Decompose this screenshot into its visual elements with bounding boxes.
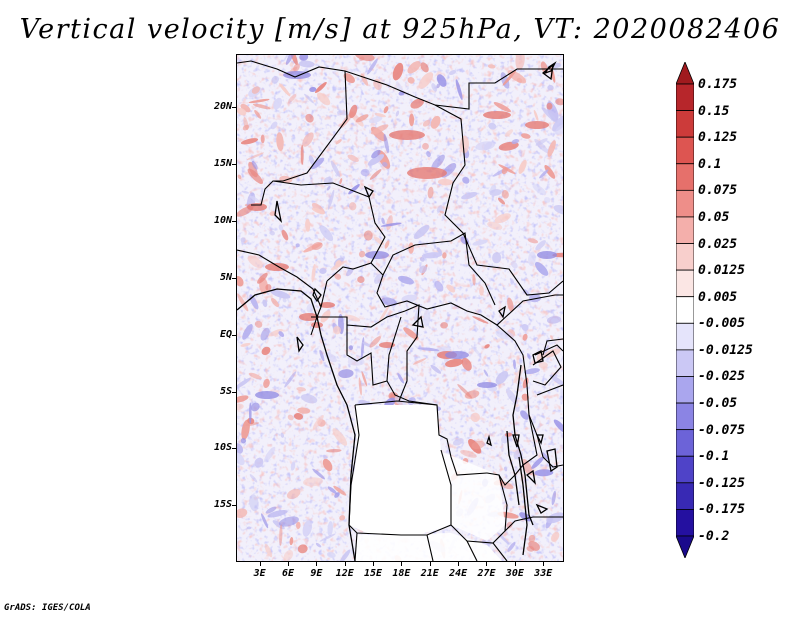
country-borders	[237, 60, 563, 561]
lon-tick-mark	[458, 562, 459, 566]
lon-tick-mark	[430, 562, 431, 566]
lat-tick-mark	[232, 278, 236, 279]
colorbar-label: -0.125	[698, 475, 745, 491]
lat-tick-label: 10N	[213, 215, 232, 227]
colorbar-label: -0.0125	[698, 342, 753, 358]
map-panel	[236, 54, 564, 562]
lat-tick-mark	[232, 335, 236, 336]
colorbar-label: -0.1	[698, 449, 730, 465]
colorbar-label: 0.025	[698, 236, 738, 252]
lon-tick-label: 27E	[477, 568, 496, 579]
colorbar-cell	[676, 216, 694, 244]
lon-tick-label: 3E	[253, 568, 266, 579]
colorbar-label: -0.2	[698, 529, 730, 544]
colorbar-cell	[676, 349, 694, 377]
lat-tick-label: 15S	[213, 499, 232, 511]
colorbar-cell	[676, 189, 694, 218]
colorbar-label: -0.05	[698, 396, 738, 412]
colorbar-label: 0.1	[698, 156, 722, 172]
lat-tick-label: 15N	[213, 158, 232, 170]
lon-tick-label: 6E	[281, 568, 294, 579]
lon-tick-label: 15E	[364, 568, 383, 579]
vertical-velocity-field	[237, 55, 563, 561]
lon-tick-label: 18E	[392, 568, 411, 579]
colorbar-label: -0.005	[698, 316, 745, 332]
atlantic-coastline	[237, 288, 356, 561]
lon-tick-mark	[515, 562, 516, 566]
lat-tick-mark	[232, 505, 236, 506]
lat-tick-label: 5S	[219, 385, 232, 397]
lon-tick-mark	[345, 562, 346, 566]
colorbar-upper-arrow	[676, 62, 694, 85]
colorbar-cell	[676, 376, 694, 404]
lat-tick-label: EQ	[219, 328, 232, 340]
colorbar-label: 0.125	[698, 130, 738, 146]
colorbar-cell	[676, 243, 694, 271]
lon-tick-label: 30E	[505, 568, 524, 579]
lon-tick-mark	[260, 562, 261, 566]
colorbar-cell	[676, 402, 694, 431]
colorbar-cell	[676, 110, 694, 138]
lon-tick-mark	[316, 562, 317, 566]
colorbar-label: 0.005	[698, 289, 738, 305]
lat-tick-mark	[232, 164, 236, 165]
lon-tick-mark	[288, 562, 289, 566]
colorbar-cell	[676, 163, 694, 191]
lat-tick-label: 20N	[213, 101, 232, 113]
colorbar-label: -0.175	[698, 502, 745, 518]
lon-tick-mark	[543, 562, 544, 566]
colorbar-label: 0.05	[698, 209, 730, 225]
lon-tick-label: 33E	[534, 568, 553, 579]
colorbar-label: 0.075	[698, 183, 738, 199]
colorbar-lower-arrow	[676, 535, 694, 558]
colorbar-cell	[676, 83, 694, 111]
lat-tick-mark	[232, 392, 236, 393]
colorbar-cell	[676, 455, 694, 484]
lon-tick-label: 24E	[449, 568, 468, 579]
lon-tick-mark	[401, 562, 402, 566]
plot-title: Vertical velocity [m/s] at 925hPa, VT: 2…	[19, 14, 781, 45]
lon-tick-label: 21E	[420, 568, 439, 579]
lon-tick-label: 12E	[335, 568, 354, 579]
colorbar-cell	[676, 269, 694, 298]
colorbar-cell	[676, 509, 694, 537]
lake-coastlines	[274, 61, 558, 556]
software-credit: GrADS: IGES/COLA	[4, 603, 91, 613]
lat-tick-mark	[232, 221, 236, 222]
colorbar-label: 0.0125	[698, 263, 745, 279]
colorbar-label: 0.175	[698, 77, 738, 92]
lat-tick-label: 5N	[219, 271, 232, 283]
colorbar-cell	[676, 429, 694, 457]
lat-tick-mark	[232, 448, 236, 449]
lat-tick-label: 10S	[213, 442, 232, 454]
lon-tick-mark	[373, 562, 374, 566]
colorbar-cell	[676, 322, 694, 351]
colorbar-cell	[676, 136, 694, 165]
lat-tick-mark	[232, 107, 236, 108]
colorbar-label: 0.15	[698, 103, 730, 119]
lon-tick-label: 9E	[310, 568, 323, 579]
colorbar-label: -0.075	[698, 422, 745, 438]
lon-tick-mark	[486, 562, 487, 566]
colorbar	[676, 62, 694, 558]
colorbar-cell	[676, 296, 694, 324]
colorbar-label: -0.025	[698, 369, 745, 385]
colorbar-cell	[676, 482, 694, 510]
